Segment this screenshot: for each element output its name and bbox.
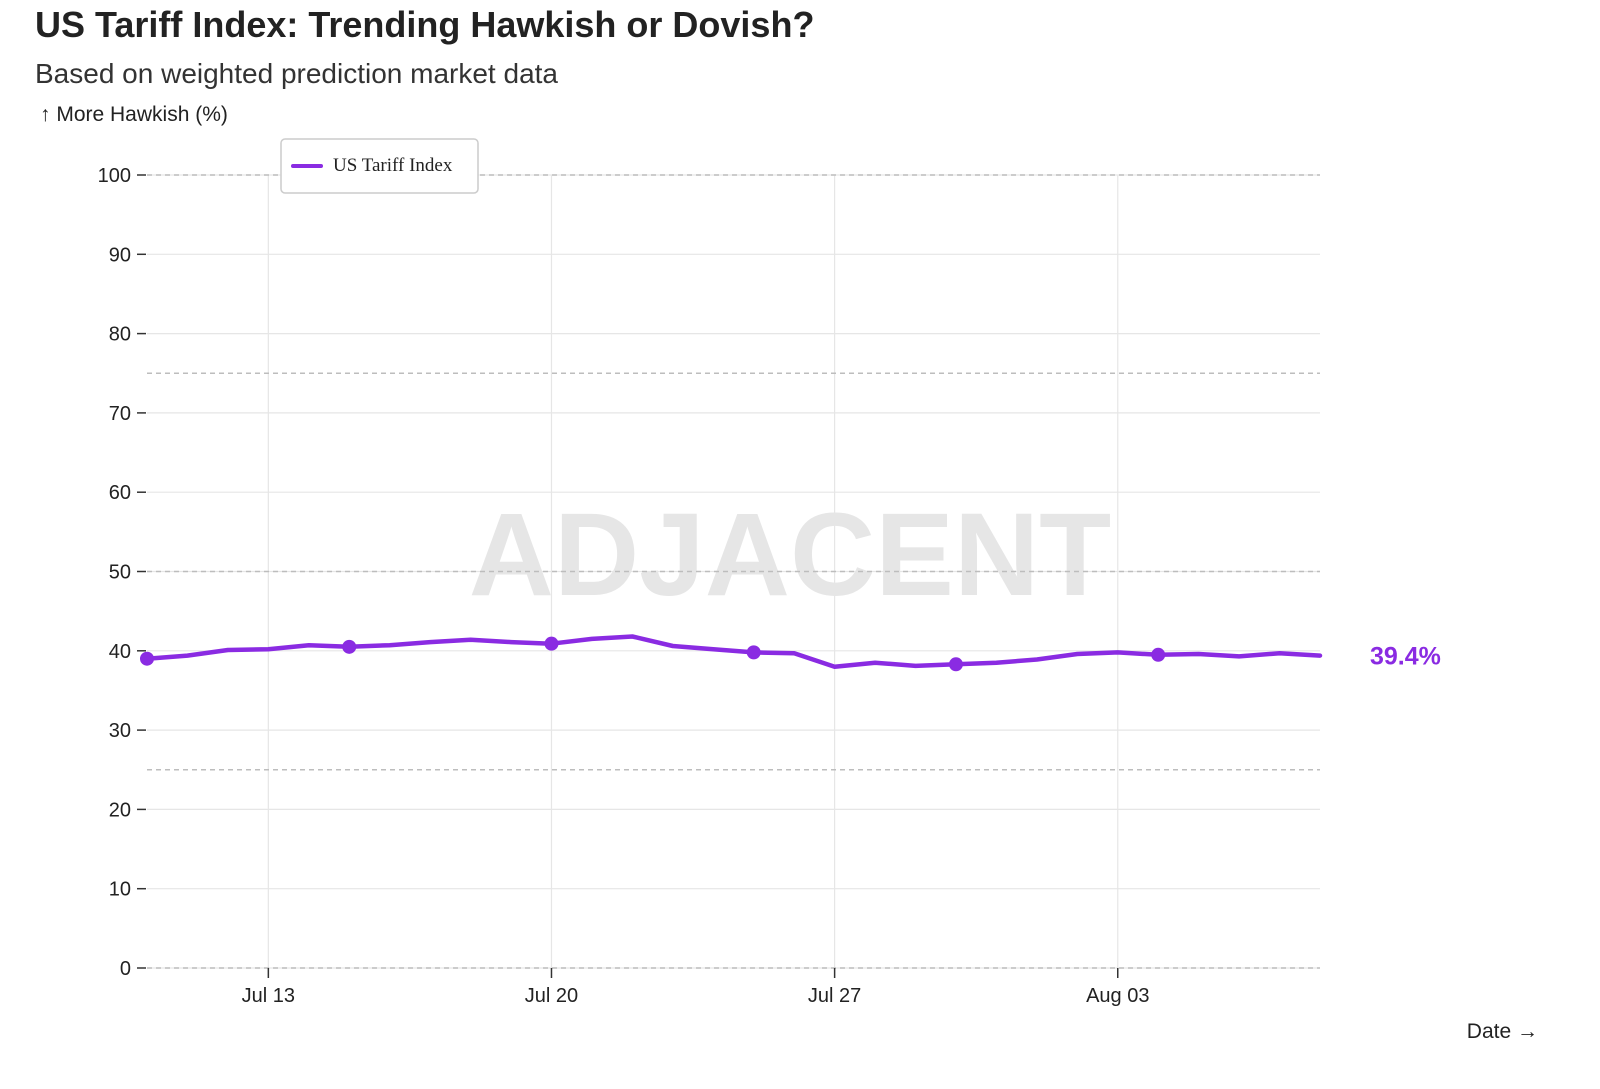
data-point-2025-07-20 [544,636,559,651]
legend-label-us-tariff-index: US Tariff Index [333,155,453,176]
last-value-label: 39.4% [1370,643,1441,671]
data-point-2025-07-25 [746,645,761,660]
data-point-2025-07-15 [342,639,357,654]
x-tick-label-aug-03: Aug 03 [1086,985,1149,1007]
data-point-2025-07-30 [948,657,963,672]
x-tick-label-jul-13: Jul 13 [242,985,295,1007]
y-tick-label-100: 100 [98,165,131,187]
reference-lines [147,174,1320,969]
data-point-2025-07-10 [140,651,154,666]
x-tick-label-jul-20: Jul 20 [525,985,578,1007]
y-tick-label-40: 40 [109,641,131,663]
legend: US Tariff Index [280,138,479,194]
chart-title: US Tariff Index: Trending Hawkish or Dov… [35,4,815,45]
y-tick-label-30: 30 [109,720,131,742]
series-layer: 39.4% [140,634,1441,672]
y-tick-label-70: 70 [109,403,131,425]
y-tick-label-10: 10 [109,879,131,901]
y-tick-label-60: 60 [109,482,131,504]
y-tick-label-50: 50 [109,562,131,584]
legend-box [280,138,479,194]
series-line-us-tariff-index [144,634,1323,669]
y-tick-label-20: 20 [109,799,131,821]
data-point-2025-08-04 [1151,647,1166,662]
x-tick-label-jul-27: Jul 27 [808,985,861,1007]
y-tick-label-80: 80 [109,324,131,346]
x-axis-label: Date → [1467,1020,1538,1043]
y-tick-label-90: 90 [109,244,131,266]
chart-subtitle: Based on weighted prediction market data [35,58,558,89]
axes: 0 10 20 30 40 50 60 70 80 90 100 Jul 13 Jul 20 Jul 27… [98,165,1150,1007]
watermark: ADJACENT [469,489,1112,621]
y-axis-label: ↑ More Hawkish (%) [40,103,228,126]
y-tick-label-0: 0 [120,958,131,980]
